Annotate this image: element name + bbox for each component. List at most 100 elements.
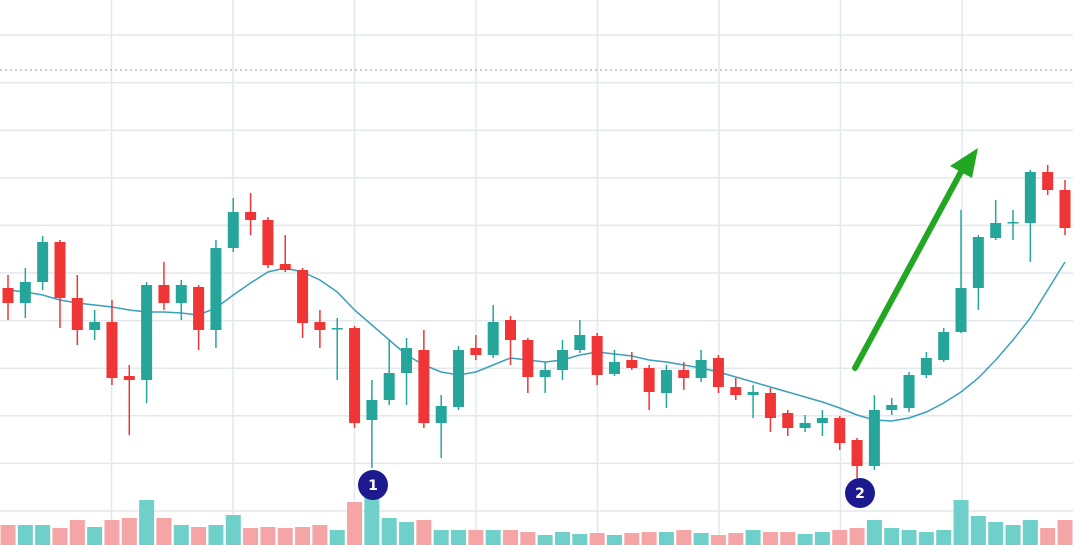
candle-body bbox=[193, 287, 205, 330]
ma-line bbox=[7, 261, 1066, 422]
volume-bar bbox=[243, 528, 259, 545]
candle-body bbox=[470, 348, 482, 355]
candle-body bbox=[123, 376, 135, 380]
candle-body bbox=[747, 392, 759, 395]
candle-body bbox=[279, 264, 291, 270]
marker-label: 2 bbox=[855, 486, 865, 502]
volume-bar bbox=[537, 535, 553, 545]
volume-bar bbox=[191, 527, 207, 545]
volume-bars bbox=[0, 495, 1073, 545]
volume-bar bbox=[918, 532, 934, 545]
candle-body bbox=[2, 288, 14, 303]
volume-bar bbox=[347, 502, 363, 545]
volume-bar bbox=[606, 535, 622, 545]
candle-body bbox=[730, 387, 742, 395]
volume-bar bbox=[970, 516, 986, 545]
volume-bar bbox=[520, 532, 536, 545]
volume-bar bbox=[641, 532, 657, 545]
marker-circle bbox=[358, 470, 388, 500]
volume-bar bbox=[832, 530, 848, 545]
volume-bar bbox=[988, 522, 1004, 545]
volume-bar bbox=[728, 533, 744, 545]
candle-body bbox=[487, 322, 499, 355]
candle-body bbox=[314, 322, 326, 330]
marker-label: 1 bbox=[368, 478, 378, 494]
candle-body bbox=[816, 418, 828, 423]
volume-bar bbox=[104, 520, 120, 545]
candle-body bbox=[920, 358, 932, 375]
candle-body bbox=[626, 360, 638, 368]
volume-bar bbox=[156, 518, 172, 545]
candle-body bbox=[643, 368, 655, 392]
candle-body bbox=[505, 320, 517, 340]
candle-body bbox=[660, 370, 672, 393]
volume-bar bbox=[468, 530, 484, 545]
candle-body bbox=[366, 400, 378, 420]
candle-body bbox=[89, 322, 101, 330]
candle-body bbox=[383, 373, 395, 400]
volume-bar bbox=[208, 525, 224, 545]
candle-body bbox=[106, 322, 118, 378]
candle-body bbox=[349, 328, 361, 423]
volume-bar bbox=[225, 515, 241, 545]
volume-bar bbox=[451, 530, 467, 545]
candle-body bbox=[574, 335, 586, 350]
volume-bar bbox=[485, 530, 501, 545]
volume-bar bbox=[1040, 528, 1056, 545]
candles bbox=[2, 165, 1071, 478]
candle-body bbox=[764, 393, 776, 418]
volume-bar bbox=[866, 520, 882, 545]
volume-bar bbox=[121, 518, 137, 545]
volume-bar bbox=[329, 530, 345, 545]
volume-bar bbox=[1005, 525, 1021, 545]
arrow-shaft bbox=[852, 167, 965, 371]
candle-body bbox=[54, 242, 66, 298]
volume-bar bbox=[884, 528, 900, 545]
candle-body bbox=[453, 350, 465, 407]
volume-bar bbox=[295, 527, 311, 545]
volume-bar bbox=[745, 530, 761, 545]
volume-bar bbox=[312, 525, 328, 545]
candle-body bbox=[1024, 172, 1036, 223]
volume-bar bbox=[901, 530, 917, 545]
volume-bar bbox=[554, 532, 570, 545]
arrow-head bbox=[950, 148, 978, 178]
volume-bar bbox=[399, 522, 415, 545]
volume-bar bbox=[0, 525, 16, 545]
volume-bar bbox=[17, 525, 33, 545]
candle-body bbox=[834, 418, 846, 443]
candle-body bbox=[71, 298, 83, 330]
candle-body bbox=[678, 370, 690, 378]
volume-bar bbox=[503, 530, 519, 545]
candle-body bbox=[297, 270, 309, 323]
candle-body bbox=[990, 223, 1002, 238]
candle-body bbox=[435, 406, 447, 423]
candle-body bbox=[1042, 172, 1054, 190]
candle-body bbox=[331, 328, 343, 330]
candle-body bbox=[227, 212, 239, 248]
volume-bar bbox=[35, 525, 51, 545]
candle-body bbox=[19, 282, 31, 303]
candle-body bbox=[37, 242, 49, 282]
candle-body bbox=[401, 348, 413, 373]
candle-body bbox=[1007, 222, 1019, 224]
candle-body bbox=[782, 413, 794, 428]
candle-body bbox=[955, 288, 967, 332]
volume-bar bbox=[69, 520, 85, 545]
candle-body bbox=[851, 440, 863, 466]
candle-body bbox=[903, 375, 915, 408]
candle-body bbox=[175, 285, 187, 303]
candle-body bbox=[556, 350, 568, 370]
volume-bar bbox=[173, 525, 189, 545]
candle-body bbox=[695, 360, 707, 378]
volume-bar bbox=[416, 520, 432, 545]
candle-body bbox=[938, 332, 950, 360]
volume-bar bbox=[381, 518, 397, 545]
volume-bar bbox=[676, 530, 692, 545]
volume-bar bbox=[936, 530, 952, 545]
moving-average bbox=[7, 261, 1066, 422]
candle-body bbox=[1059, 190, 1071, 228]
volume-bar bbox=[87, 527, 103, 545]
